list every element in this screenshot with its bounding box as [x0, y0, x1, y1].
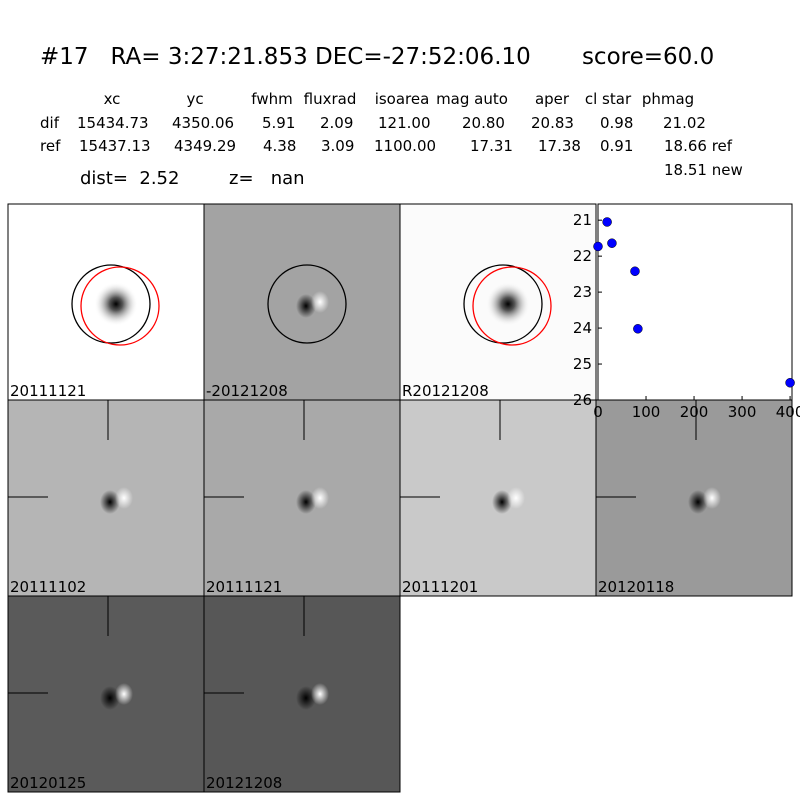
panel-label: 20120125: [10, 774, 86, 792]
dipole-dark: [688, 490, 708, 514]
table-cell: ref: [40, 137, 61, 155]
table-cell: 17.38: [538, 137, 581, 155]
column-header: fluxrad: [304, 90, 357, 108]
table-extra: 18.51 new: [664, 161, 743, 179]
column-header: isoarea: [375, 90, 430, 108]
table-cell: 15437.13: [79, 137, 151, 155]
source: [486, 282, 530, 326]
point: [630, 266, 640, 277]
point: [785, 377, 795, 388]
x-tick-label: 200: [680, 403, 709, 421]
x-tick-label: 300: [728, 403, 757, 421]
panel-label: 20111121: [10, 382, 86, 400]
dipole-bright: [507, 487, 525, 509]
table-cell: 15434.73: [77, 114, 149, 132]
title: #17 RA= 3:27:21.853 DEC=-27:52:06.10 sco…: [40, 44, 714, 70]
column-header: cl star: [585, 90, 632, 108]
panel-label: R20121208: [402, 382, 489, 400]
y-tick-label: 23: [573, 283, 592, 301]
aperture: [71, 264, 151, 344]
table-cell: 18.66 ref: [664, 137, 733, 155]
panel-label: -20121208: [206, 382, 288, 400]
redshift: z= nan: [229, 168, 305, 189]
table-cell: 20.83: [531, 114, 574, 132]
table-cell: 1100.00: [374, 137, 436, 155]
dist: dist= 2.52: [80, 168, 179, 189]
y-tick-label: 25: [573, 355, 592, 373]
column-header: yc: [186, 90, 203, 108]
aperture-ref: [80, 266, 160, 346]
y-tick-label: 24: [573, 319, 592, 337]
panel-label: 20111102: [10, 578, 86, 596]
table-cell: 4349.29: [174, 137, 236, 155]
column-header: fwhm: [251, 90, 292, 108]
aperture-ref: [472, 266, 552, 346]
dipole-bright: [311, 291, 329, 313]
dipole-dark: [296, 294, 316, 318]
column-header: mag auto: [436, 90, 508, 108]
dipole-dark: [492, 490, 512, 514]
table-cell: 4.38: [263, 137, 296, 155]
column-header: phmag: [642, 90, 694, 108]
y-tick-label: 22: [573, 247, 592, 265]
table-cell: 5.91: [262, 114, 295, 132]
table-cell: 3.09: [321, 137, 354, 155]
panel-label: 20120118: [598, 578, 674, 596]
dipole-bright: [115, 683, 133, 705]
dipole-dark: [100, 490, 120, 514]
point: [633, 324, 643, 334]
dipole-bright: [115, 487, 133, 509]
table-cell: 0.98: [600, 114, 633, 132]
point: [602, 217, 612, 227]
aperture: [463, 264, 543, 344]
column-header: aper: [535, 90, 570, 108]
dipole-bright: [703, 487, 721, 509]
source: [94, 282, 138, 326]
table-cell: 4350.06: [172, 114, 234, 132]
x-tick-label: 0: [593, 403, 603, 421]
y-tick-label: 21: [573, 211, 592, 229]
panel-label: 20121208: [206, 774, 282, 792]
x-tick-label: 400: [776, 403, 800, 421]
dipole-dark: [296, 686, 316, 710]
column-header: xc: [104, 90, 121, 108]
dipole-bright: [311, 683, 329, 705]
panel-label: 20111121: [206, 578, 282, 596]
x-tick-label: 100: [632, 403, 661, 421]
table-cell: 121.00: [378, 114, 431, 132]
dipole-dark: [296, 490, 316, 514]
dipole-bright: [311, 487, 329, 509]
dipole-dark: [100, 686, 120, 710]
point: [593, 241, 603, 252]
aperture: [267, 264, 347, 344]
table-cell: 0.91: [600, 137, 633, 155]
y-tick-label: 26: [573, 391, 592, 409]
table-cell: dif: [40, 114, 60, 132]
plot-area: [597, 203, 793, 401]
point: [607, 238, 617, 248]
panel-label: 20111201: [402, 578, 478, 596]
table-cell: 21.02: [663, 114, 706, 132]
table-cell: 20.80: [462, 114, 505, 132]
table-cell: 17.31: [470, 137, 513, 155]
table-cell: 2.09: [320, 114, 353, 132]
